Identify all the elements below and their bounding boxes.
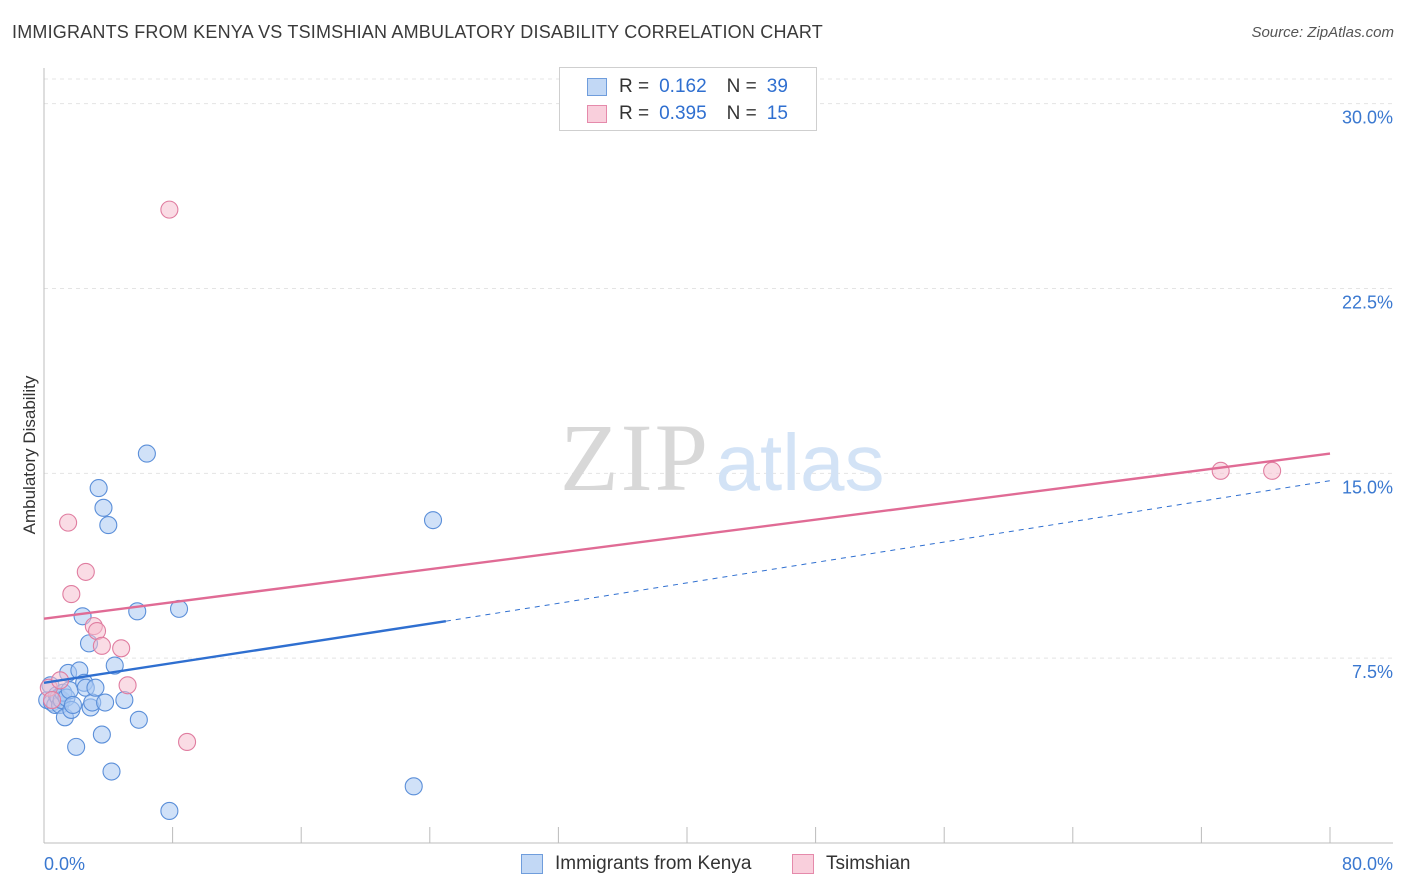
- point-kenya: [137, 444, 156, 463]
- point-tsimshian: [76, 562, 95, 581]
- gridlines: [44, 78, 1393, 659]
- series-swatch-kenya: [521, 854, 543, 874]
- y-tick-label: 15.0%: [1342, 477, 1393, 497]
- series-legend-kenya[interactable]: Immigrants from Kenya: [521, 851, 751, 877]
- legend-swatch-kenya: [587, 78, 607, 96]
- point-tsimshian: [1263, 461, 1282, 480]
- point-tsimshian: [160, 200, 179, 219]
- legend-n-label: N =: [726, 103, 757, 124]
- point-kenya: [89, 479, 108, 498]
- point-tsimshian: [92, 636, 111, 655]
- point-tsimshian: [178, 732, 197, 752]
- series-legend-tsimshian[interactable]: Tsimshian: [792, 851, 910, 877]
- point-tsimshian: [112, 639, 131, 658]
- point-kenya: [129, 710, 148, 729]
- y-tick-label: 7.5%: [1352, 662, 1393, 682]
- watermark-atlas: atlas: [716, 418, 885, 507]
- y-tick-label: 30.0%: [1342, 108, 1393, 128]
- legend-row-tsimshian: R = 0.395 N = 15: [587, 102, 788, 126]
- legend-swatch-tsimshian: [587, 105, 607, 123]
- series-label-kenya: Immigrants from Kenya: [555, 853, 752, 874]
- point-kenya: [115, 691, 134, 710]
- point-tsimshian: [59, 513, 78, 532]
- data-points: [38, 200, 1282, 821]
- point-kenya: [63, 695, 82, 715]
- legend-r-label: R =: [619, 103, 650, 124]
- point-tsimshian: [118, 676, 137, 695]
- point-kenya: [423, 511, 443, 530]
- point-tsimshian: [1211, 461, 1230, 480]
- point-tsimshian: [42, 691, 62, 710]
- point-kenya: [99, 516, 118, 535]
- legend-n-value-tsimshian: 15: [766, 103, 788, 124]
- series-swatch-tsimshian: [792, 854, 814, 874]
- x-tick-label-min: 0.0%: [44, 854, 85, 874]
- series-label-tsimshian: Tsimshian: [826, 853, 911, 874]
- point-kenya: [92, 725, 111, 744]
- legend-n-value-kenya: 39: [766, 76, 788, 97]
- legend-n-label: N =: [726, 76, 757, 97]
- point-tsimshian: [62, 585, 81, 604]
- point-kenya: [160, 801, 179, 821]
- trend-line-kenya: [43, 620, 447, 684]
- correlation-legend: R = 0.162 N = 39 R = 0.395 N = 15: [559, 67, 817, 131]
- legend-row-kenya: R = 0.162 N = 39: [587, 75, 788, 99]
- tick-labels: 7.5% 15.0% 22.5% 30.0% 0.0% 80.0%: [44, 108, 1393, 874]
- legend-r-value-kenya: 0.162: [659, 76, 707, 97]
- y-tick-label: 22.5%: [1342, 292, 1393, 312]
- point-kenya: [105, 656, 124, 675]
- x-tick-label-max: 80.0%: [1342, 854, 1393, 874]
- point-kenya: [94, 498, 113, 517]
- watermark-zip: ZIP: [560, 404, 710, 511]
- point-kenya: [67, 737, 86, 756]
- point-kenya: [86, 678, 105, 697]
- y-axis-label: Ambulatory Disability: [20, 375, 39, 535]
- point-kenya: [404, 777, 423, 796]
- legend-r-value-tsimshian: 0.395: [659, 103, 707, 124]
- legend-r-label: R =: [619, 76, 650, 97]
- watermark: ZIP atlas: [560, 404, 884, 511]
- trend-lines: [43, 452, 1331, 684]
- chart-title: IMMIGRANTS FROM KENYA VS TSIMSHIAN AMBUL…: [12, 22, 823, 42]
- axes: [43, 68, 1393, 844]
- point-kenya: [102, 762, 121, 781]
- point-kenya: [96, 693, 115, 712]
- source-credit: Source: ZipAtlas.com: [1251, 24, 1394, 41]
- trend-line-tsimshian: [43, 452, 1331, 620]
